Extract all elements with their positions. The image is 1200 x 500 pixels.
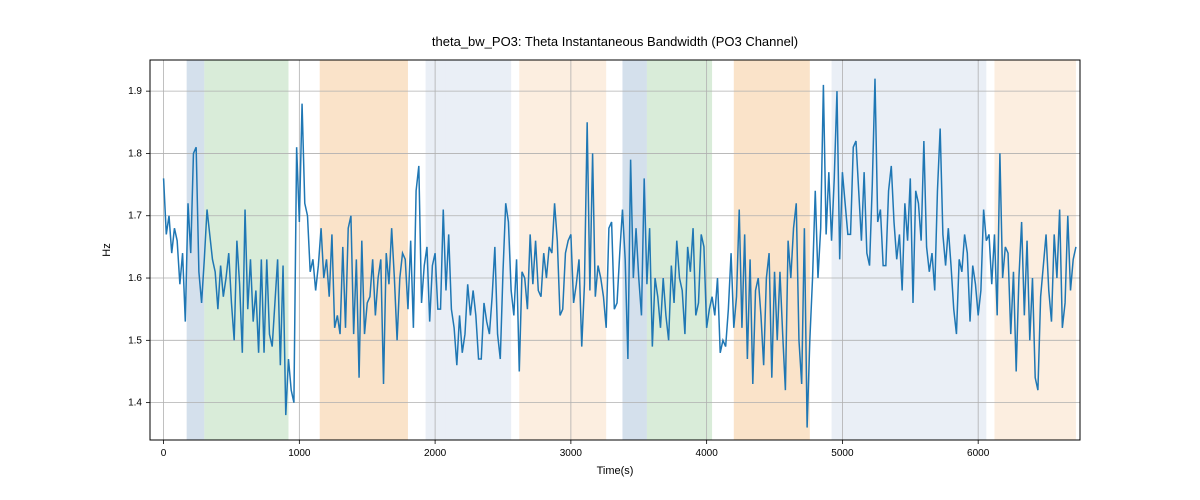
x-tick-label: 6000 [967,448,990,459]
band [519,60,606,440]
x-tick-label: 1000 [288,448,311,459]
line-chart: 0 1000 2000 3000 4000 5000 6000 1.4 1.5 1.6 1.7 1.8… [0,0,1200,500]
x-tick-label: 0 [161,448,167,459]
y-tick-label: 1.9 [128,86,142,97]
y-tick-label: 1.4 [128,398,142,409]
y-tick-label: 1.8 [128,148,142,159]
x-tick-label: 2000 [424,448,447,459]
band [426,60,446,440]
y-tick-label: 1.7 [128,211,142,222]
x-axis: 0 1000 2000 3000 4000 5000 6000 [161,440,990,459]
x-tick-label: 4000 [696,448,719,459]
x-axis-label: Time(s) [597,465,634,477]
band [187,60,205,440]
x-tick-label: 3000 [560,448,583,459]
chart-title: theta_bw_PO3: Theta Instantaneous Bandwi… [432,34,798,49]
band [647,60,712,440]
y-tick-label: 1.5 [128,335,142,346]
y-tick-label: 1.6 [128,273,142,284]
y-axis-label: Hz [101,243,113,256]
x-tick-label: 5000 [831,448,854,459]
chart-container: 0 1000 2000 3000 4000 5000 6000 1.4 1.5 1.6 1.7 1.8… [0,0,1200,500]
band [446,60,511,440]
y-axis: 1.4 1.5 1.6 1.7 1.8 1.9 [128,86,150,408]
